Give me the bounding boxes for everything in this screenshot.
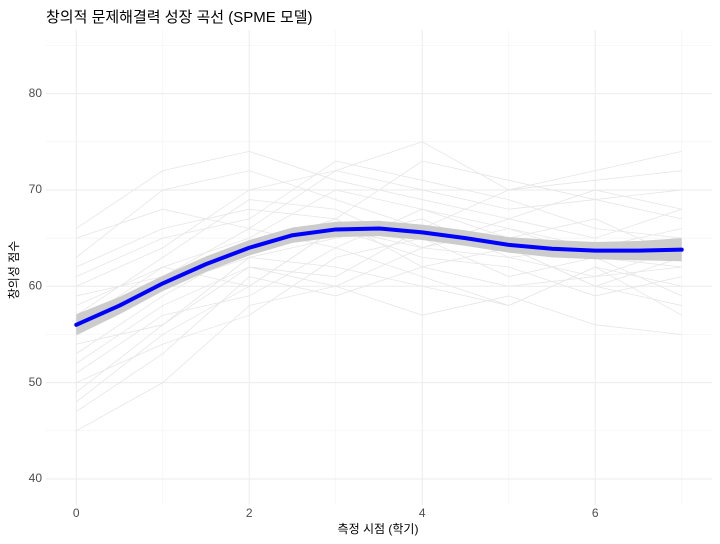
trajectory-line <box>76 247 682 374</box>
y-axis-title: 창의성 점수 <box>7 241 21 300</box>
y-tick-label: 50 <box>29 375 43 389</box>
x-tick-label: 4 <box>419 506 426 520</box>
trajectory-line <box>76 285 682 432</box>
trajectory-line <box>76 170 682 258</box>
mean-line <box>74 226 684 327</box>
y-tick-label: 70 <box>29 182 43 196</box>
y-tick-label: 60 <box>29 278 43 292</box>
x-axis-title: 측정 시점 (학기) <box>338 522 419 536</box>
x-tick-label: 2 <box>246 506 253 520</box>
x-tick-label: 0 <box>73 506 80 520</box>
y-tick-label: 40 <box>29 471 43 485</box>
trajectory-line <box>76 141 682 239</box>
chart-title: 창의적 문제해결력 성장 곡선 (SPME 모델) <box>46 9 313 26</box>
trajectory-line <box>76 237 682 384</box>
trajectory-line <box>76 247 682 412</box>
trajectory-line <box>76 160 682 278</box>
confidence-band <box>76 220 682 336</box>
x-tick-label: 6 <box>592 506 599 520</box>
trajectory-line <box>76 170 682 287</box>
y-tick-label: 80 <box>29 86 43 100</box>
trajectory-line <box>76 150 682 229</box>
